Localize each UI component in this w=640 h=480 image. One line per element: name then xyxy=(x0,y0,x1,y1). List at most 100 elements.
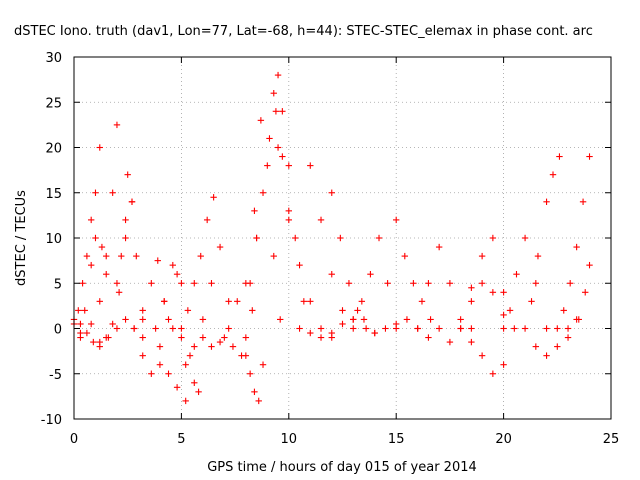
data-point xyxy=(427,316,434,323)
x-axis-title: GPS time / hours of day 015 of year 2014 xyxy=(207,460,477,475)
data-point xyxy=(96,338,103,346)
data-point xyxy=(178,280,185,287)
data-point xyxy=(489,234,497,242)
data-point xyxy=(133,252,140,260)
data-point xyxy=(573,243,580,251)
data-point xyxy=(90,338,97,346)
y-tick-label: 10 xyxy=(45,232,62,247)
data-point xyxy=(371,329,378,337)
data-point xyxy=(489,370,497,377)
data-point xyxy=(96,298,103,305)
data-point xyxy=(92,234,99,242)
data-point xyxy=(109,320,116,328)
data-point xyxy=(169,325,177,332)
data-point xyxy=(208,343,215,350)
data-point xyxy=(128,198,136,205)
data-point xyxy=(345,280,353,287)
data-point xyxy=(285,162,292,169)
data-point xyxy=(328,271,335,278)
data-point xyxy=(264,162,271,169)
data-point xyxy=(418,298,426,305)
x-tick-label: 20 xyxy=(495,432,512,447)
data-point xyxy=(191,379,198,386)
x-tick-label: 10 xyxy=(281,432,298,447)
data-point xyxy=(203,216,211,224)
data-point xyxy=(446,338,454,346)
data-point xyxy=(266,135,273,142)
data-point xyxy=(113,280,121,287)
data-point xyxy=(169,261,177,269)
data-point xyxy=(259,361,267,368)
chart-title: dSTEC Iono. truth (dav1, Lon=77, Lat=-68… xyxy=(14,24,593,39)
data-point xyxy=(579,198,587,205)
x-tick-label: 25 xyxy=(603,432,620,447)
data-point xyxy=(173,384,181,391)
data-point xyxy=(165,370,172,377)
data-point xyxy=(148,280,155,287)
data-point xyxy=(358,298,366,305)
data-point xyxy=(384,280,391,287)
data-point xyxy=(307,298,314,305)
y-tick-label: 30 xyxy=(45,51,62,66)
data-point xyxy=(307,329,314,337)
data-point xyxy=(543,325,550,332)
data-point xyxy=(139,316,146,323)
data-point xyxy=(468,338,475,346)
data-point xyxy=(165,316,172,323)
data-point xyxy=(500,361,507,368)
data-point xyxy=(182,361,189,368)
data-point xyxy=(154,257,161,264)
data-point xyxy=(435,325,443,332)
data-point xyxy=(98,243,106,251)
data-point xyxy=(83,329,91,337)
data-point xyxy=(274,144,282,151)
data-point xyxy=(393,320,400,328)
data-point xyxy=(255,397,262,405)
data-point xyxy=(251,388,258,396)
data-point xyxy=(375,234,383,242)
data-point xyxy=(270,90,277,97)
data-point xyxy=(122,234,129,242)
data-point xyxy=(87,320,95,328)
data-point xyxy=(249,307,256,314)
data-point xyxy=(246,370,254,377)
data-point xyxy=(178,325,185,332)
data-point xyxy=(139,334,146,341)
data-point xyxy=(122,316,129,323)
data-point xyxy=(257,117,265,124)
data-point xyxy=(77,329,84,337)
data-point xyxy=(425,280,432,287)
data-point xyxy=(210,194,217,201)
data-point xyxy=(103,252,110,260)
data-point xyxy=(139,307,146,314)
data-point xyxy=(534,252,542,260)
data-point xyxy=(457,316,464,323)
data-point xyxy=(216,338,224,346)
data-point xyxy=(285,207,292,215)
data-point xyxy=(425,334,432,341)
data-point xyxy=(457,325,464,332)
data-point xyxy=(156,361,164,368)
data-point xyxy=(292,234,299,242)
data-point xyxy=(513,271,520,278)
data-point xyxy=(573,316,580,323)
data-points xyxy=(70,71,593,405)
data-point xyxy=(360,316,368,323)
data-point xyxy=(582,289,589,296)
data-point xyxy=(337,234,344,242)
data-point xyxy=(339,320,346,328)
data-point xyxy=(225,298,232,305)
data-point xyxy=(532,343,540,350)
x-tick-label: 15 xyxy=(388,432,405,447)
data-point xyxy=(191,343,198,350)
data-point xyxy=(468,325,475,332)
data-point xyxy=(521,325,529,332)
data-point xyxy=(118,252,125,260)
data-point xyxy=(124,171,131,178)
data-point xyxy=(478,280,486,287)
x-tick-label: 5 xyxy=(177,432,185,447)
data-point xyxy=(208,280,215,287)
y-tick-label: 0 xyxy=(54,323,62,338)
data-point xyxy=(92,189,99,196)
